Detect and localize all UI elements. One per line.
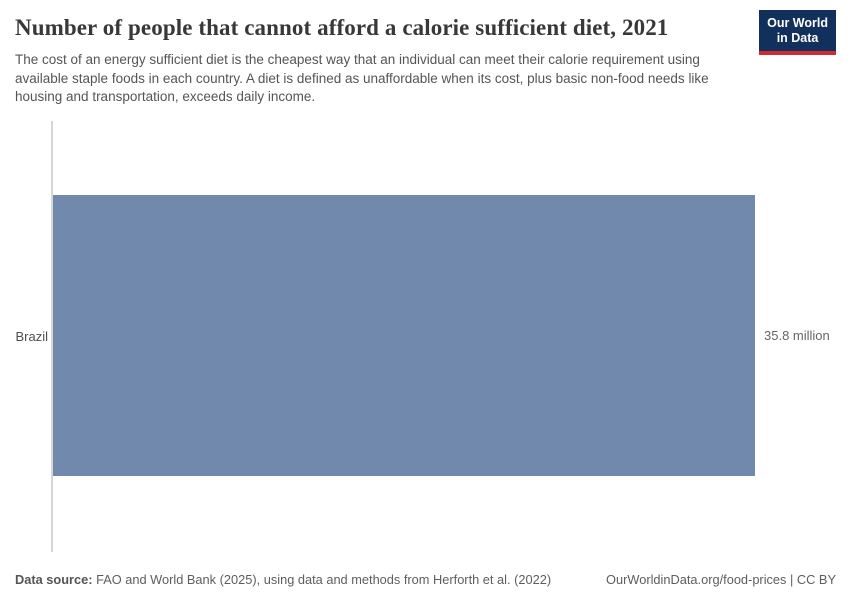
chart-footer: Data source: FAO and World Bank (2025), … <box>15 572 836 587</box>
owid-logo-line2: in Data <box>776 30 819 45</box>
data-source-text: FAO and World Bank (2025), using data an… <box>92 572 552 587</box>
chart-subtitle: The cost of an energy sufficient diet is… <box>15 52 709 105</box>
owid-logo: Our World in Data <box>759 10 836 55</box>
bar-row: 35.8 million <box>53 195 843 476</box>
chart-title: Number of people that cannot afford a ca… <box>15 15 669 40</box>
license-link[interactable]: OurWorldinData.org/food-prices | CC BY <box>606 572 836 587</box>
data-source-line: Data source: FAO and World Bank (2025), … <box>15 572 551 587</box>
category-label-brazil: Brazil <box>15 329 48 344</box>
y-axis-line <box>51 121 53 552</box>
owid-logo-line1: Our World <box>767 16 828 30</box>
value-label: 35.8 million <box>764 328 830 343</box>
data-source-label: Data source: <box>15 572 93 587</box>
bar-brazil[interactable] <box>53 195 755 476</box>
